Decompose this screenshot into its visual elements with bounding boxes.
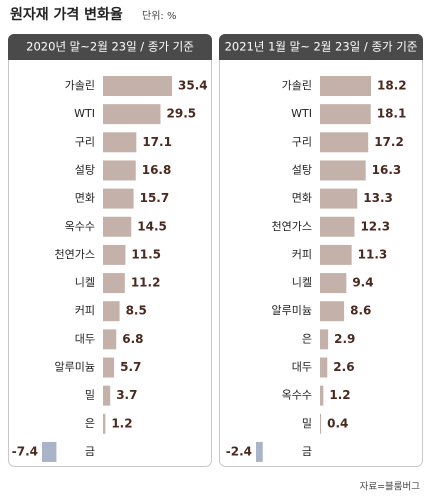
category-label: 대두 [292, 361, 312, 374]
category-label: 천연가스 [272, 219, 312, 233]
bar [103, 160, 136, 181]
value-label: 11.2 [131, 276, 161, 290]
category-label: 니켈 [75, 276, 95, 289]
bar [320, 244, 352, 265]
bar [320, 188, 358, 209]
category-label: 대두 [75, 332, 95, 345]
bar [320, 301, 345, 322]
bar [103, 132, 137, 153]
bar [42, 441, 57, 462]
panel-title: 2021년 1월 말~ 2월 23일 / 종가 기준 [225, 40, 418, 54]
category-label: 구리 [292, 135, 312, 148]
category-label: 금 [302, 445, 312, 458]
category-label: 옥수수 [282, 389, 312, 402]
main-title: 원자재 가격 변화율 [10, 6, 123, 23]
value-label: 18.1 [377, 107, 407, 121]
value-label: 16.8 [142, 163, 172, 177]
value-label: 8.5 [126, 304, 147, 318]
value-label: 29.5 [167, 107, 197, 121]
bar [320, 413, 322, 434]
bar [103, 244, 126, 265]
category-label: 면화 [292, 192, 312, 205]
category-label: 설탕 [292, 163, 312, 176]
category-label: 면화 [75, 192, 95, 205]
value-label: 0.4 [327, 416, 348, 430]
bar [103, 301, 120, 322]
category-label: 밀 [85, 389, 95, 402]
bar [320, 132, 369, 153]
category-label: 밀 [302, 417, 312, 430]
category-label: 가솔린 [282, 79, 312, 92]
category-label: 구리 [75, 135, 95, 148]
value-label: 1.2 [111, 416, 132, 430]
bar [320, 329, 329, 350]
category-label: 알루미늄 [272, 303, 312, 317]
bar [320, 76, 371, 96]
bar [103, 385, 111, 406]
value-label: 17.1 [142, 135, 172, 149]
value-label: 35.4 [178, 79, 208, 93]
value-label: 13.3 [363, 191, 393, 205]
value-label: 11.3 [358, 247, 388, 261]
value-label: -7.4 [12, 444, 38, 458]
bar [320, 273, 347, 294]
panel-header [219, 34, 423, 60]
bar [320, 357, 328, 378]
value-label: 14.5 [137, 219, 167, 233]
bar [320, 385, 324, 406]
category-label: WTI [291, 107, 312, 120]
value-label: 11.5 [131, 247, 161, 261]
bar [103, 216, 132, 237]
unit-label: 단위: % [142, 9, 176, 22]
bar [320, 160, 366, 181]
value-label: 18.2 [377, 79, 407, 93]
category-label: 금 [85, 445, 95, 458]
category-label: 옥수수 [65, 220, 95, 233]
value-label: 6.8 [122, 332, 143, 346]
bar [103, 357, 115, 378]
value-label: 8.6 [350, 304, 371, 318]
value-label: -2.4 [226, 444, 252, 458]
bar [320, 104, 371, 125]
bar [103, 76, 172, 96]
category-label: 은 [85, 417, 95, 430]
value-label: 5.7 [120, 360, 141, 374]
value-label: 9.4 [352, 276, 373, 290]
category-label: 설탕 [75, 163, 95, 176]
category-label: 커피 [292, 248, 312, 261]
category-label: 커피 [75, 304, 95, 317]
value-label: 15.7 [140, 191, 170, 205]
value-label: 2.9 [334, 332, 355, 346]
category-label: 니켈 [292, 276, 312, 289]
value-label: 2.6 [333, 360, 354, 374]
category-label: WTI [74, 107, 95, 120]
category-label: 알루미늄 [55, 360, 95, 374]
panel-header [8, 34, 212, 60]
bar [256, 441, 263, 462]
category-label: 가솔린 [65, 79, 95, 92]
category-label: 천연가스 [55, 247, 95, 261]
category-label: 은 [302, 332, 312, 345]
panel-title: 2020년 말~2월 23일 / 종가 기준 [26, 40, 194, 54]
value-label: 17.2 [374, 135, 404, 149]
source: 자료=블룸버그 [360, 482, 421, 493]
bar [320, 216, 355, 237]
value-label: 16.3 [372, 163, 402, 177]
bar [103, 273, 125, 294]
bar [103, 413, 106, 434]
bar [103, 329, 117, 350]
value-label: 3.7 [116, 388, 137, 402]
bar [103, 104, 161, 125]
value-label: 1.2 [329, 388, 350, 402]
bar [103, 188, 134, 209]
value-label: 12.3 [360, 219, 390, 233]
